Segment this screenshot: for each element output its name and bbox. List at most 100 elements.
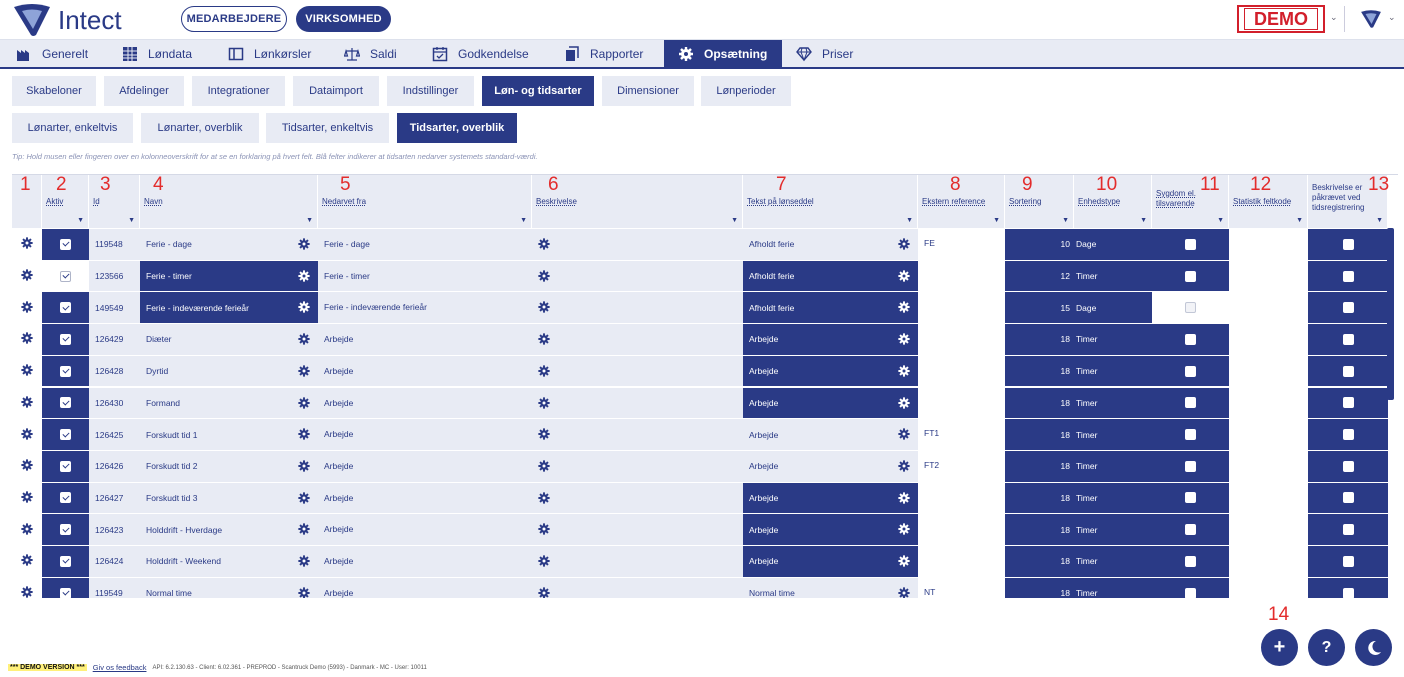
row-settings-cell[interactable] (12, 514, 42, 545)
table-row[interactable]: 149549 Ferie - indeværende ferieår Ferie -… (12, 292, 1388, 325)
gear-icon[interactable] (898, 396, 910, 411)
description-required-checkbox[interactable] (1342, 365, 1354, 377)
tab-tidsarter-enkeltvis[interactable]: Tidsarter, enkeltvis (266, 113, 389, 143)
name-cell[interactable]: Forskudt tid 1 (140, 419, 318, 450)
gear-icon[interactable] (21, 237, 33, 251)
nav-priser[interactable]: Priser (782, 40, 867, 67)
description-required-checkbox[interactable] (1342, 429, 1354, 441)
gear-icon[interactable] (898, 587, 910, 598)
description-cell[interactable] (532, 482, 743, 514)
description-cell[interactable] (532, 229, 743, 260)
gear-icon[interactable] (21, 459, 33, 473)
gear-icon[interactable] (298, 460, 310, 474)
tab-indstillinger[interactable]: Indstillinger (387, 76, 474, 106)
gear-icon[interactable] (298, 365, 310, 379)
gear-icon[interactable] (538, 587, 550, 598)
aktiv-cell[interactable] (42, 229, 89, 260)
aktiv-checkbox[interactable] (60, 397, 71, 409)
chevron-down-icon[interactable]: ⌄ (1330, 12, 1338, 22)
unit-type-cell[interactable]: Timer (1074, 387, 1152, 419)
statistics-code-cell[interactable] (1229, 229, 1308, 260)
sorting-cell[interactable]: 18 (1005, 355, 1074, 387)
name-cell[interactable]: Forskudt tid 2 (140, 450, 318, 482)
statistics-code-cell[interactable] (1229, 577, 1308, 598)
payslip-text-cell[interactable]: Arbejde (743, 419, 918, 450)
nav-godkendelse[interactable]: Godkendelse (418, 40, 543, 67)
row-settings-cell[interactable] (12, 260, 42, 292)
aktiv-cell[interactable] (42, 260, 89, 292)
filter-icon[interactable]: ▼ (1140, 217, 1147, 224)
table-row[interactable]: 126425 Forskudt tid 1 Arbejde Arbejde FT1 18 T… (12, 419, 1388, 451)
filter-icon[interactable]: ▼ (520, 217, 527, 224)
aktiv-checkbox[interactable] (60, 238, 71, 250)
gear-icon[interactable] (21, 491, 33, 505)
unit-type-cell[interactable]: Timer (1074, 260, 1152, 292)
aktiv-checkbox[interactable] (60, 460, 71, 472)
gear-icon[interactable] (21, 586, 33, 598)
column-header[interactable]: Sortering ▼ (1005, 175, 1074, 228)
description-required-cell[interactable] (1308, 482, 1388, 514)
filter-icon[interactable]: ▼ (1296, 217, 1303, 224)
gear-icon[interactable] (898, 523, 910, 537)
description-required-checkbox[interactable] (1342, 397, 1354, 409)
description-cell[interactable] (532, 419, 743, 450)
filter-icon[interactable]: ▼ (306, 217, 313, 224)
tab-loenarter-enkeltvis[interactable]: Lønarter, enkeltvis (12, 113, 133, 143)
column-header[interactable]: Statistik feltkode ▼ (1229, 175, 1308, 228)
gear-icon[interactable] (298, 333, 310, 347)
description-required-checkbox[interactable] (1342, 270, 1354, 282)
payslip-text-cell[interactable]: Arbejde (743, 324, 918, 355)
column-header[interactable]: Enhedstype ▼ (1074, 175, 1152, 228)
description-required-cell[interactable] (1308, 577, 1388, 598)
payslip-text-cell[interactable]: Afholdt ferie (743, 292, 918, 324)
gear-icon[interactable] (538, 301, 550, 315)
company-button[interactable]: VIRKSOMHED (296, 6, 391, 32)
description-cell[interactable] (532, 450, 743, 482)
payslip-text-cell[interactable]: Arbejde (743, 482, 918, 514)
aktiv-cell[interactable] (42, 482, 89, 514)
sickness-cell[interactable] (1152, 514, 1229, 545)
aktiv-cell[interactable] (42, 324, 89, 355)
row-settings-cell[interactable] (12, 546, 42, 577)
sorting-cell[interactable]: 18 (1005, 387, 1074, 419)
sorting-cell[interactable]: 18 (1005, 419, 1074, 450)
name-cell[interactable]: Ferie - timer (140, 260, 318, 292)
unit-type-cell[interactable]: Dage (1074, 292, 1152, 324)
external-reference-cell[interactable]: FT2 (918, 450, 1005, 482)
external-reference-cell[interactable] (918, 387, 1005, 419)
gear-icon[interactable] (898, 333, 910, 347)
tab-loenarter-overblik[interactable]: Lønarter, overblik (141, 113, 259, 143)
sickness-checkbox[interactable] (1185, 460, 1196, 472)
gear-icon[interactable] (898, 238, 910, 252)
tab-skabeloner[interactable]: Skabeloner (12, 76, 96, 106)
statistics-code-cell[interactable] (1229, 514, 1308, 545)
gear-icon[interactable] (298, 491, 310, 506)
description-cell[interactable] (532, 355, 743, 387)
description-cell[interactable] (532, 577, 743, 598)
gear-icon[interactable] (898, 555, 910, 569)
nav-opsaetning[interactable]: Opsætning (664, 40, 782, 67)
column-header[interactable]: Nedarvet fra ▼ (318, 175, 532, 228)
gear-icon[interactable] (538, 270, 550, 284)
description-cell[interactable] (532, 387, 743, 419)
filter-icon[interactable]: ▼ (128, 217, 135, 224)
description-cell[interactable] (532, 292, 743, 324)
sickness-checkbox[interactable] (1185, 365, 1196, 377)
sickness-cell[interactable] (1152, 577, 1229, 598)
aktiv-checkbox[interactable] (60, 429, 71, 441)
statistics-code-cell[interactable] (1229, 355, 1308, 387)
sickness-cell[interactable] (1152, 450, 1229, 482)
filter-icon[interactable]: ▼ (906, 217, 913, 224)
nav-generelt[interactable]: Generelt (2, 40, 102, 67)
sorting-cell[interactable]: 18 (1005, 450, 1074, 482)
gear-icon[interactable] (898, 270, 910, 284)
external-reference-cell[interactable] (918, 482, 1005, 514)
name-cell[interactable]: Normal time (140, 577, 318, 598)
aktiv-checkbox[interactable] (60, 555, 71, 567)
column-header[interactable]: Navn ▼ (140, 175, 318, 228)
external-reference-cell[interactable] (918, 355, 1005, 387)
gear-icon[interactable] (538, 460, 550, 474)
table-row[interactable]: 123566 Ferie - timer Ferie - timer Afholdt … (12, 260, 1388, 293)
gear-icon[interactable] (538, 396, 550, 411)
feedback-link[interactable]: Giv os feedback (92, 663, 147, 672)
